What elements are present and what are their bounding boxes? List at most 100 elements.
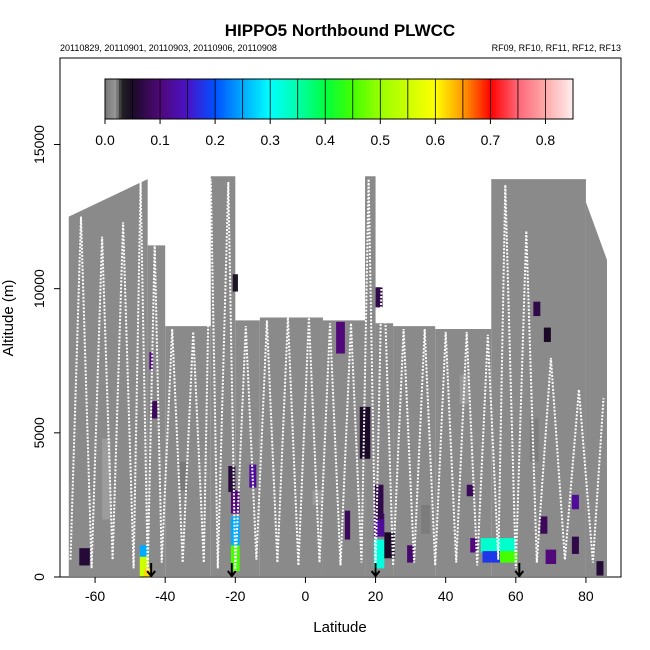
colorbar-swatch	[259, 79, 263, 119]
colorbar-tick-label: 0.5	[371, 132, 391, 148]
data-cell	[373, 513, 385, 537]
colorbar-swatch	[286, 79, 291, 119]
colorbar-tick-label: 0.6	[426, 132, 446, 148]
colorbar-swatch	[182, 79, 186, 119]
colorbar-swatch	[476, 79, 480, 119]
colorbar-swatch	[151, 79, 156, 119]
colorbar-swatch	[509, 79, 514, 119]
plot-frame	[59, 57, 622, 578]
colorbar-swatch	[501, 79, 505, 119]
data-cell	[543, 327, 551, 343]
colorbar-swatch	[487, 79, 492, 119]
colorbar-swatch	[149, 79, 153, 119]
colorbar-swatch	[380, 79, 384, 119]
colorbar-tick-label: 0.2	[205, 132, 225, 148]
colorbar-swatch	[355, 79, 359, 119]
colorbar-swatch	[377, 79, 381, 119]
colorbar-swatch	[237, 79, 241, 119]
colorbar-swatch	[316, 79, 321, 119]
colorbar-swatch	[209, 79, 213, 119]
colorbar-swatch	[402, 79, 406, 119]
colorbar-swatch	[504, 79, 508, 119]
colorbar-swatch	[264, 79, 269, 119]
colorbar-swatch	[556, 79, 560, 119]
colorbar-tick-label: 0.7	[481, 132, 501, 148]
colorbar-swatch	[350, 79, 354, 119]
x-axis: -60 -40 -20 0 20 40 60 80	[85, 577, 594, 604]
shade-streak	[102, 438, 111, 520]
colorbar-swatch	[215, 79, 219, 119]
colorbar-swatch	[341, 79, 346, 119]
colorbar-swatch	[561, 79, 566, 119]
colorbar-swatch	[220, 79, 224, 119]
colorbar-swatch	[515, 79, 519, 119]
arrow-rf10-marker	[227, 563, 237, 578]
colorbar-swatch	[347, 79, 351, 119]
colorbar-swatch	[162, 79, 167, 119]
data-cell	[482, 551, 501, 563]
colorbar-swatch	[231, 79, 235, 119]
colorbar-swatch	[528, 79, 533, 119]
colorbar-swatch	[206, 79, 211, 119]
colorbar-swatch	[143, 79, 147, 119]
colorbar-swatch	[267, 79, 271, 119]
data-cell	[500, 551, 518, 563]
x-tick-label: -20	[225, 588, 245, 604]
colorbar-swatch	[245, 79, 249, 119]
colorbar-swatch	[319, 79, 324, 119]
colorbar-swatch	[138, 79, 142, 119]
colorbar-swatch	[366, 79, 370, 119]
colorbar-swatch	[542, 79, 547, 119]
data-cell	[466, 484, 474, 497]
colorbar-swatch	[506, 79, 511, 119]
colorbar-swatch	[190, 79, 194, 119]
arrow-rf11-head	[370, 570, 381, 578]
colorbar-swatch	[168, 79, 172, 119]
colorbar-swatch	[179, 79, 183, 119]
colorbar-swatch	[116, 79, 120, 119]
colorbar-swatch	[405, 79, 409, 119]
colorbar-swatch	[361, 79, 365, 119]
colorbar-swatch	[479, 79, 483, 119]
colorbar-swatch	[261, 79, 266, 119]
colorbar-swatch	[154, 79, 158, 119]
coverage-region	[491, 179, 586, 576]
colorbar-swatch	[490, 79, 494, 119]
colorbar-swatch	[283, 79, 288, 119]
y-tick-label: 5000	[31, 417, 47, 448]
colorbar-swatch	[140, 79, 145, 119]
colorbar-swatch	[303, 79, 307, 119]
coverage-region	[259, 317, 323, 576]
flight-track	[69, 179, 605, 572]
colorbar-swatch	[531, 79, 536, 119]
colorbar-swatch	[118, 79, 123, 119]
colorbar-swatch	[330, 79, 335, 119]
colorbar-swatch	[292, 79, 296, 119]
colorbar-swatch	[184, 79, 189, 119]
colorbar-swatch	[311, 79, 315, 119]
colorbar-swatch	[333, 79, 337, 119]
colorbar-swatch	[187, 79, 191, 119]
colorbar-swatch	[413, 79, 417, 119]
arrow-rf09-marker	[146, 563, 156, 578]
x-tick-label: 80	[578, 588, 594, 604]
data-cell	[375, 287, 383, 308]
data-cell	[139, 545, 149, 557]
colorbar-swatch	[451, 79, 456, 119]
x-tick-label: 20	[368, 588, 384, 604]
colorbar-swatch	[435, 79, 439, 119]
colorbar-swatch	[440, 79, 445, 119]
colorbar-swatch	[374, 79, 379, 119]
colorbar-swatch	[460, 79, 464, 119]
colorbar-swatch	[388, 79, 392, 119]
colorbar-swatch	[176, 79, 180, 119]
arrow-rf11-marker	[370, 563, 381, 578]
colorbar-swatch	[523, 79, 527, 119]
colorbar-swatch	[272, 79, 277, 119]
colorbar-swatch	[105, 79, 109, 119]
colorbar: 0.0 0.1 0.2 0.3 0.4 0.5 0.6 0.7 0.8	[95, 76, 576, 148]
data-cell	[344, 510, 351, 540]
data-cell	[407, 545, 415, 563]
shade-streak	[421, 504, 430, 534]
